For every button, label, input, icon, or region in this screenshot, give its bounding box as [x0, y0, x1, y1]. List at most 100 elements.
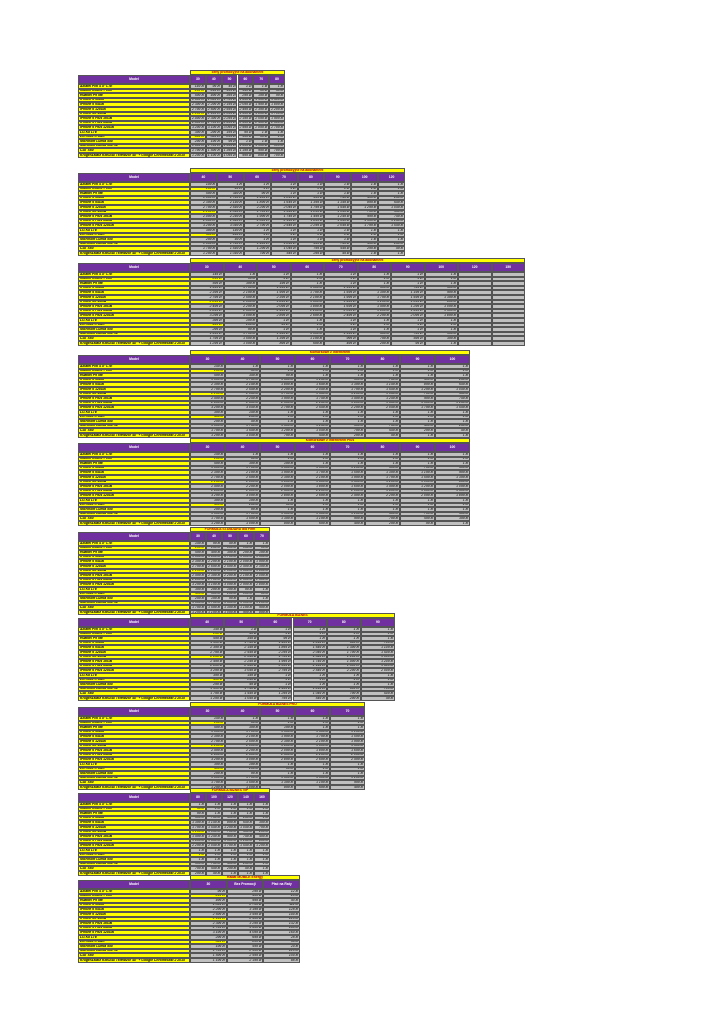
price-cell: 2 199 zł	[238, 573, 254, 578]
price-cell: 199 zł	[260, 725, 295, 730]
price-cell: 2 049 zł	[216, 209, 244, 215]
model-name: Xiaomi Redmi 7 Lite	[78, 720, 190, 726]
price-cell: 1 799 zł	[365, 475, 400, 480]
model-name: LG X500 X cam	[78, 134, 190, 140]
price-cell: 99 zł	[243, 191, 271, 196]
model-name: iPhone 6 Plus 64GB	[78, 752, 190, 758]
price-cell: 1 649 zł	[295, 382, 330, 387]
price-cell: 99 zł	[258, 636, 293, 641]
model-name: iPhone 6 16GB	[78, 97, 190, 103]
price-cell: 1 zł	[351, 182, 379, 187]
price-cell: 299 zł	[357, 341, 391, 346]
column-header: 40	[225, 355, 260, 364]
price-cell: 1 zł	[295, 368, 330, 374]
price-cell: 1 zł	[254, 596, 270, 601]
price-cell: 1 zł	[365, 456, 400, 462]
model-name: CAT S60	[78, 605, 190, 610]
price-cell: 999 zł	[254, 605, 270, 610]
price-cell: 1 399 zł	[260, 516, 295, 521]
price-cell: 1 zł	[258, 682, 293, 687]
price-cell: 1 299 zł	[190, 153, 206, 158]
price-cell: 1 749 zł	[225, 377, 260, 383]
price-cell: 1 zł	[378, 237, 405, 242]
price-cell: 99 zł	[253, 134, 270, 140]
price-cell: 2 599 zł	[225, 739, 260, 744]
price-cell: 2 899 zł	[190, 577, 206, 583]
price-cell: 2 049 zł	[295, 387, 330, 392]
price-cell: 49 zł	[222, 541, 238, 546]
price-cell: 1 399 zł	[351, 218, 379, 224]
price-cell: 2 099 zł	[225, 743, 260, 749]
price-cell: 1 zł	[254, 541, 270, 546]
table-title: FORMUŁA BIZNES	[190, 613, 395, 618]
price-cell: 1 zł	[324, 322, 358, 328]
price-cell: 1 249 zł	[270, 195, 298, 201]
price-cell: 1 199 zł	[391, 290, 425, 295]
model-name: Microsoft Lumia 550	[78, 327, 190, 332]
model-name: LG K8 LTE	[78, 587, 190, 592]
price-cell: 2 299 zł	[330, 405, 365, 410]
price-cell: 2 099 zł	[324, 308, 358, 314]
price-cell: 1 zł	[254, 587, 270, 592]
model-name: Huawei P9 lite	[78, 636, 190, 641]
price-cell: 1 799 zł	[400, 405, 435, 410]
price-cell: 199 zł	[225, 762, 260, 767]
price-cell: 1 zł	[435, 373, 470, 378]
price-cell: 999 zł	[400, 396, 435, 401]
price-cell: 99 zł	[257, 322, 291, 328]
price-cell: 1 zł	[258, 631, 293, 637]
price-cell: 1 749 zł	[224, 686, 259, 692]
price-cell: 1 149 zł	[365, 382, 400, 387]
price-cell: 549 zł	[295, 433, 330, 438]
column-header: 30	[190, 443, 225, 452]
price-cell: 149 zł	[190, 182, 217, 187]
price-cell: 3 099 zł	[223, 313, 257, 318]
price-cell: 2 299 zł	[190, 111, 206, 117]
price-cell: 1 249 zł	[360, 659, 395, 664]
price-cell: 1 zł	[324, 276, 358, 282]
column-header: 30	[190, 707, 225, 716]
price-cell: 2 549 zł	[216, 205, 244, 210]
price-cell: 199 zł	[253, 93, 270, 98]
price-cell: 1 649 zł	[270, 200, 298, 205]
model-name: iPhone 6 128GB	[78, 205, 190, 210]
price-cell: 1 zł	[295, 410, 330, 415]
price-cell: 1 499 zł	[243, 195, 271, 201]
price-cell: 2 049 zł	[225, 391, 260, 397]
price-cell: 1 799 zł	[190, 605, 206, 610]
price-cell: 1 299 zł	[400, 484, 435, 489]
price-cell: 1 799 zł	[295, 734, 330, 739]
price-cell: 1 zł	[400, 502, 435, 508]
price-cell: 1 999 zł	[237, 111, 254, 117]
price-cell: 1 zł	[330, 373, 365, 378]
price-cell: 599 zł	[190, 725, 225, 730]
model-name: Xiaomi Redmi 7 Lite	[78, 276, 190, 282]
price-cell	[491, 290, 525, 295]
price-cell: 2 399 zł	[269, 120, 285, 126]
price-cell: 1 zł	[378, 251, 405, 256]
price-cell: 2 099 zł	[330, 488, 365, 494]
price-cell: 2 499 zł	[190, 214, 217, 219]
price-cell: 1 zł	[330, 502, 365, 508]
price-cell: 2 899 zł	[254, 582, 270, 587]
price-cell: 2 299 zł	[225, 748, 260, 753]
model-name: LG K8 LTE	[78, 318, 190, 323]
price-cell: 2 299 zł	[269, 107, 285, 112]
price-cell: 1 399 zł	[424, 295, 458, 300]
price-cell: 549 zł	[324, 246, 352, 251]
price-cell: 1 899 zł	[295, 484, 330, 489]
price-cell: 299 zł	[190, 771, 225, 776]
price-cell	[491, 313, 525, 318]
price-cell: 1 999 zł	[238, 568, 254, 574]
price-cell: 1 599 zł	[257, 285, 291, 291]
price-cell: 2 549 zł	[224, 650, 259, 655]
price-cell: 2 799 zł	[190, 650, 225, 655]
price-cell: 1 799 zł	[330, 387, 365, 392]
price-cell: 1 799 zł	[357, 295, 391, 300]
price-cell: 2 199 zł	[295, 475, 330, 480]
model-name: CAT S60	[78, 148, 190, 153]
column-header: 120	[378, 173, 405, 182]
price-cell	[458, 272, 492, 277]
price-cell: 3 299 zł	[190, 125, 206, 130]
price-cell: 2 499 zł	[330, 493, 365, 498]
